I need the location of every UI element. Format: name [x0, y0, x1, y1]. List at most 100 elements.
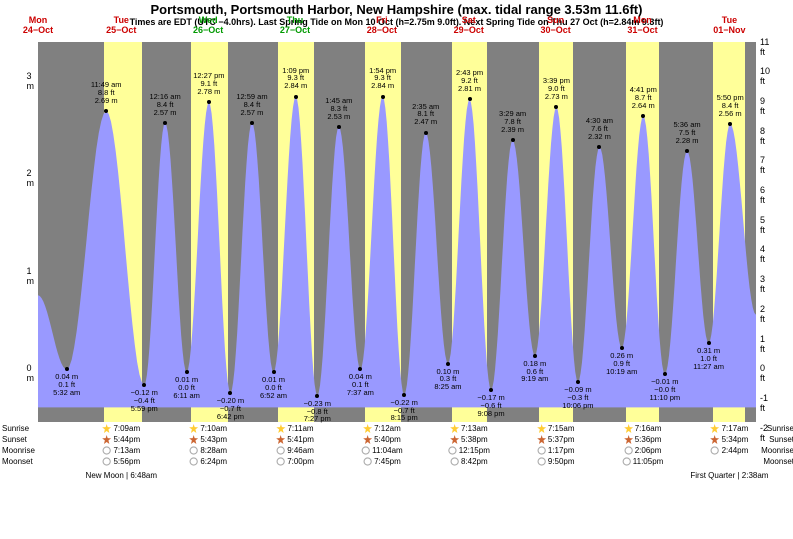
moonset-cell: 7:00pm — [276, 457, 314, 466]
date-header: Sun30−Oct — [532, 16, 580, 36]
y-axis-ft-label: 1 ft — [756, 334, 765, 354]
tide-label: 12:27 pm9.1 ft2.78 m — [193, 72, 224, 96]
y-axis-m-label: 0 m — [27, 363, 39, 383]
tide-point — [511, 138, 515, 142]
tide-label: 5:50 pm8.4 ft2.56 m — [717, 94, 744, 118]
tide-label: 12:59 am8.4 ft2.57 m — [236, 93, 267, 117]
tide-label: 2:43 pm9.2 ft2.81 m — [456, 69, 483, 93]
tide-point — [620, 346, 624, 350]
tide-label: 0.04 m0.1 ft5:32 am — [53, 373, 80, 397]
row-label-sunset-r: Sunset — [769, 435, 793, 444]
tide-point — [663, 372, 667, 376]
row-label-moonrise-l: Moonrise — [2, 446, 35, 455]
tide-point — [489, 388, 493, 392]
moonset-cell: 9:50pm — [537, 457, 575, 466]
tide-point — [163, 121, 167, 125]
row-label-sunset-l: Sunset — [2, 435, 27, 444]
tide-point — [185, 370, 189, 374]
tide-label: −0.09 m−0.3 ft10:06 pm — [562, 386, 593, 410]
date-header: Sat29−Oct — [445, 16, 493, 36]
tide-point — [294, 95, 298, 99]
moonrise-cell: 8:28am — [189, 446, 227, 455]
tide-label: −0.17 m−0.6 ft9:08 pm — [477, 394, 504, 418]
tide-point — [685, 149, 689, 153]
moonset-cell: 7:45pm — [363, 457, 401, 466]
y-axis-ft-label: 2 ft — [756, 304, 765, 324]
tide-label: 1:09 pm9.3 ft2.84 m — [282, 67, 309, 91]
y-axis-ft-label: 5 ft — [756, 215, 765, 235]
date-header: Thu27−Oct — [271, 16, 319, 36]
tide-label: 3:39 pm9.0 ft2.73 m — [543, 77, 570, 101]
tide-label: 0.31 m1.0 ft11:27 am — [693, 347, 724, 371]
tide-label: 4:30 am7.6 ft2.32 m — [586, 117, 613, 141]
tide-point — [707, 341, 711, 345]
tide-point — [207, 100, 211, 104]
tide-point — [250, 121, 254, 125]
tide-point — [272, 370, 276, 374]
tide-label: 0.01 m0.0 ft6:11 am — [173, 376, 200, 400]
tide-label: 3:29 am7.8 ft2.39 m — [499, 110, 526, 134]
row-label-moonset-r: Moonset — [763, 457, 793, 466]
tide-point — [315, 394, 319, 398]
sunrise-cell: 7:12am — [363, 424, 401, 433]
y-axis-ft-label: 6 ft — [756, 185, 765, 205]
tide-label: 5:36 am7.5 ft2.28 m — [674, 121, 701, 145]
moonrise-cell: 2:44pm — [711, 446, 749, 455]
tide-point — [576, 380, 580, 384]
tide-point — [597, 145, 601, 149]
sunset-cell: 5:40pm — [363, 435, 401, 444]
y-axis-ft-label: 11 ft — [756, 37, 769, 57]
tide-point — [468, 97, 472, 101]
sunset-cell: 5:38pm — [450, 435, 488, 444]
sun-moon-table: Sunrise Sunrise 7:09am7:10am7:11am7:12am… — [38, 424, 756, 482]
sunrise-cell: 7:13am — [450, 424, 488, 433]
tide-label: 0.01 m0.0 ft6:52 am — [260, 376, 287, 400]
tide-point — [402, 393, 406, 397]
sunrise-cell: 7:11am — [276, 424, 313, 433]
tide-point — [104, 109, 108, 113]
y-axis-ft-label: 4 ft — [756, 244, 765, 264]
tide-point — [142, 383, 146, 387]
moonset-cell: 5:56pm — [102, 457, 140, 466]
tide-label: 0.10 m0.3 ft8:25 am — [434, 368, 461, 392]
tide-label: 0.26 m0.9 ft10:19 am — [606, 352, 637, 376]
tide-label: 4:41 pm8.7 ft2.64 m — [630, 86, 657, 110]
tide-label: −0.12 m−0.4 ft5:59 pm — [131, 389, 158, 413]
sunset-cell: 5:36pm — [624, 435, 662, 444]
y-axis-ft-label: 7 ft — [756, 155, 765, 175]
date-header: Tue01−Nov — [705, 16, 753, 36]
moonset-cell: 11:05pm — [622, 457, 664, 466]
tide-label: 12:16 am8.4 ft2.57 m — [149, 93, 180, 117]
sunrise-cell: 7:15am — [537, 424, 575, 433]
tide-point — [65, 367, 69, 371]
row-label-sunrise-l: Sunrise — [2, 424, 29, 433]
tide-point — [446, 362, 450, 366]
y-axis-m-label: 1 m — [27, 266, 39, 286]
date-header: Wed26−Oct — [184, 16, 232, 36]
y-axis-ft-label: 9 ft — [756, 96, 765, 116]
tide-label: 1:54 pm9.3 ft2.84 m — [369, 67, 396, 91]
tide-point — [381, 95, 385, 99]
tide-point — [641, 114, 645, 118]
tide-point — [337, 125, 341, 129]
row-label-moonset-l: Moonset — [2, 457, 33, 466]
tide-point — [424, 131, 428, 135]
y-axis-m-label: 3 m — [27, 71, 39, 91]
row-label-moonrise-r: Moonrise — [761, 446, 793, 455]
sunrise-cell: 7:16am — [624, 424, 662, 433]
moonrise-cell: 11:04am — [361, 446, 403, 455]
moonrise-cell: 12:15pm — [448, 446, 490, 455]
sunrise-cell: 7:10am — [189, 424, 227, 433]
y-axis-ft-label: 8 ft — [756, 126, 765, 146]
moonrise-cell: 1:17pm — [537, 446, 575, 455]
tide-label: −0.23 m−0.8 ft7:27 pm — [304, 400, 331, 424]
sunset-cell: 5:41pm — [276, 435, 314, 444]
y-axis-ft-label: 3 ft — [756, 274, 765, 294]
sunset-cell: 5:43pm — [189, 435, 227, 444]
tide-point — [533, 354, 537, 358]
tide-label: −0.22 m−0.7 ft8:15 pm — [391, 399, 418, 423]
tide-label: 1:45 am8.3 ft2.53 m — [325, 97, 352, 121]
tide-point — [358, 367, 362, 371]
sunset-cell: 5:34pm — [711, 435, 749, 444]
moonrise-cell: 7:13am — [102, 446, 140, 455]
